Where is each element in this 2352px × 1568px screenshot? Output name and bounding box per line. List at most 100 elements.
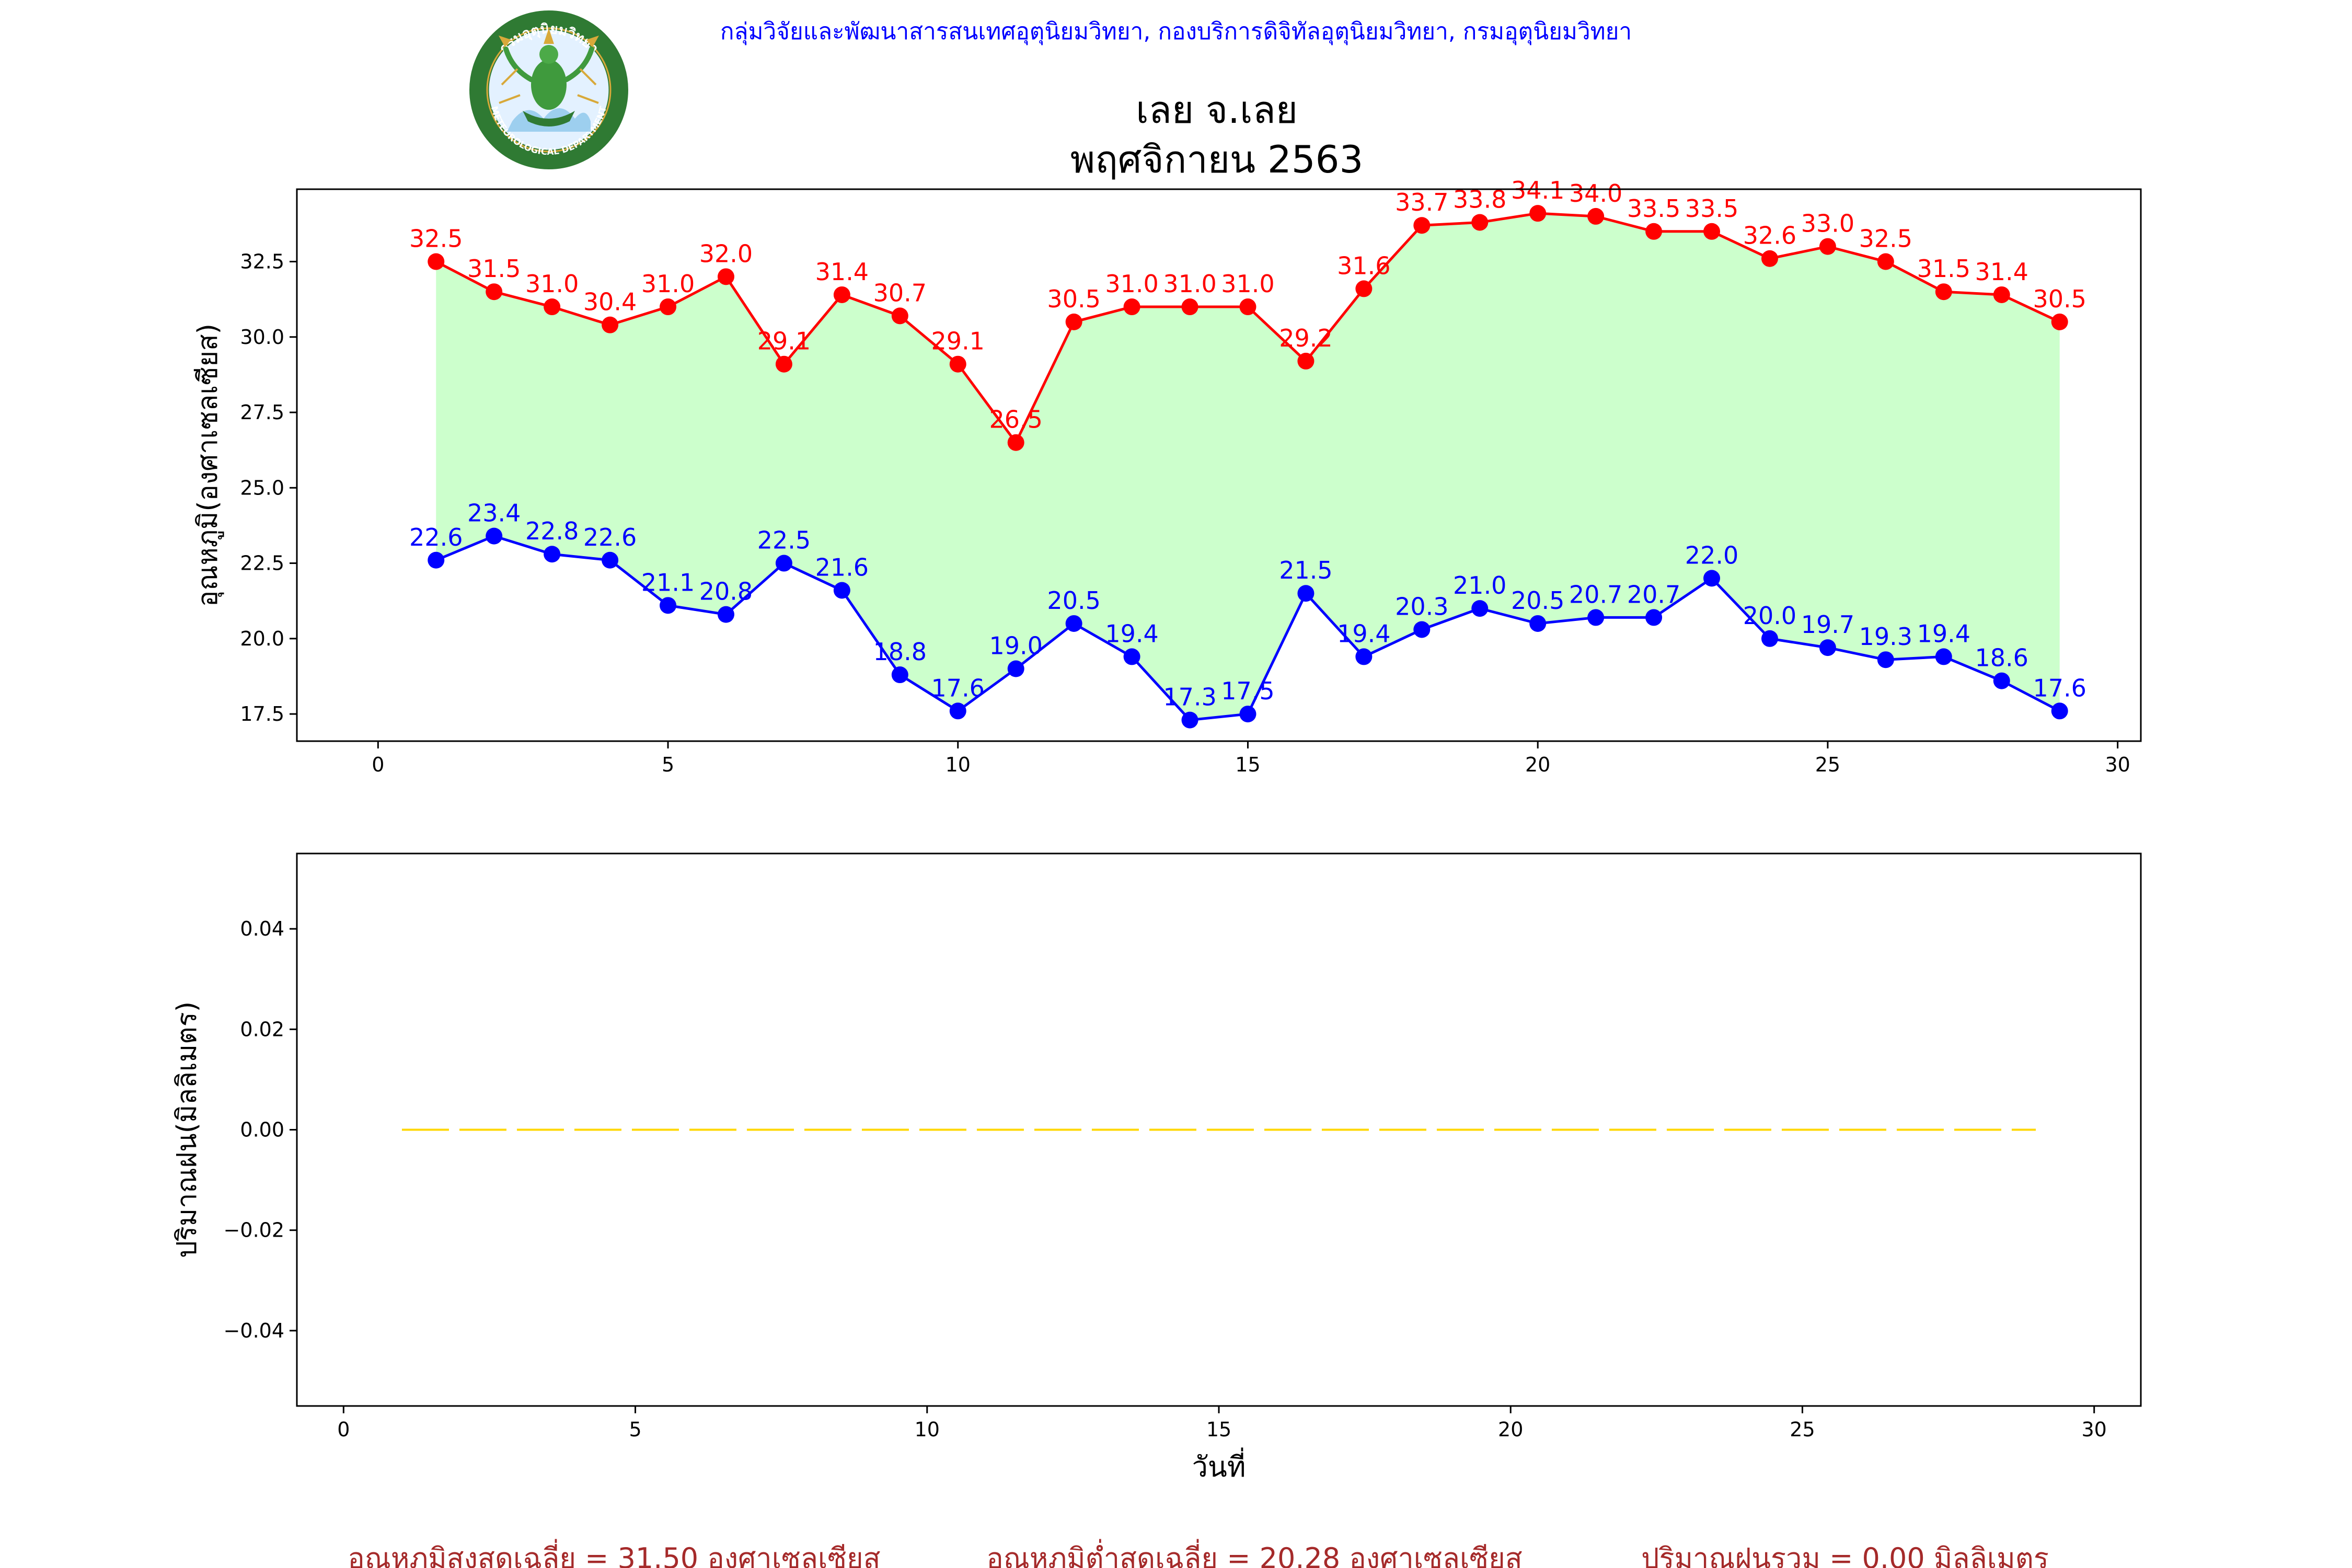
min-temperature-label-17: 19.4 <box>1337 619 1390 648</box>
x-tick-label-15: 15 <box>1206 1418 1231 1441</box>
max-temperature-label-27: 31.5 <box>1917 255 1970 283</box>
min-temperature-label-10: 17.6 <box>931 674 985 702</box>
max-temperature-label-6: 32.0 <box>699 239 753 268</box>
max-temperature-point-14 <box>1181 298 1198 316</box>
max-temperature-label-28: 31.4 <box>1975 258 2028 286</box>
max-temperature-point-6 <box>717 268 734 285</box>
max-temperature-point-26 <box>1877 253 1894 270</box>
x-tick-label-5: 5 <box>662 753 674 776</box>
max-temperature-point-13 <box>1123 298 1140 316</box>
max-temperature-point-25 <box>1819 238 1836 255</box>
max-temperature-point-2 <box>486 283 503 301</box>
min-temperature-label-27: 19.4 <box>1917 619 1970 648</box>
max-temperature-point-10 <box>949 355 966 373</box>
min-temperature-point-26 <box>1877 651 1894 668</box>
max-temperature-label-5: 31.0 <box>641 270 695 298</box>
x-tick-label-10: 10 <box>915 1418 940 1441</box>
max-temperature-point-8 <box>833 286 850 303</box>
max-temperature-label-24: 32.6 <box>1743 222 1796 250</box>
min-temperature-point-21 <box>1587 609 1605 626</box>
min-temperature-label-18: 20.3 <box>1395 592 1448 620</box>
max-temperature-label-10: 29.1 <box>931 327 985 355</box>
max-temperature-label-29: 30.5 <box>2033 285 2086 313</box>
y-tick-label-3: 25.0 <box>240 476 284 499</box>
max-temperature-point-24 <box>1761 250 1778 267</box>
x-tick-label-15: 15 <box>1235 753 1260 776</box>
min-temperature-point-11 <box>1007 660 1024 677</box>
station-title: เลย จ.เลย <box>1136 88 1298 132</box>
max-temperature-label-21: 34.0 <box>1569 179 1622 207</box>
min-temperature-point-10 <box>949 702 966 720</box>
min-temperature-label-23: 22.0 <box>1685 541 1738 569</box>
min-temperature-point-19 <box>1471 600 1489 617</box>
min-temperature-label-2: 23.4 <box>467 499 521 527</box>
max-temperature-label-7: 29.1 <box>757 327 811 355</box>
month-title: พฤศจิกายน 2563 <box>1070 137 1364 181</box>
min-temperature-point-23 <box>1703 570 1721 587</box>
min-temperature-point-28 <box>1993 672 2010 689</box>
max-temperature-point-27 <box>1935 283 1952 301</box>
min-temperature-label-9: 18.8 <box>873 638 927 666</box>
max-temperature-point-15 <box>1239 298 1256 316</box>
min-temperature-label-8: 21.6 <box>815 553 869 581</box>
max-temperature-label-2: 31.5 <box>467 255 521 283</box>
deity-figure-icon <box>499 28 599 132</box>
max-temperature-label-8: 31.4 <box>815 258 869 286</box>
min-temperature-point-12 <box>1065 615 1082 632</box>
min-temperature-point-1 <box>428 551 445 569</box>
min-temperature-label-13: 19.4 <box>1105 619 1158 648</box>
max-temperature-point-23 <box>1703 223 1721 240</box>
max-temperature-label-26: 32.5 <box>1859 224 1912 252</box>
min-temperature-label-24: 20.0 <box>1743 602 1796 630</box>
x-tick-label-25: 25 <box>1790 1418 1815 1441</box>
max-temperature-point-4 <box>602 316 619 333</box>
min-temperature-label-4: 22.6 <box>583 523 637 551</box>
min-temperature-point-3 <box>544 546 561 563</box>
max-temperature-label-23: 33.5 <box>1685 194 1738 223</box>
min-temperature-label-11: 19.0 <box>989 632 1042 660</box>
max-temperature-label-17: 31.6 <box>1337 251 1390 280</box>
max-temperature-point-1 <box>428 253 445 270</box>
organization-text: กลุ่มวิจัยและพัฒนาสารสนเทศอุตุนิยมวิทยา,… <box>720 18 1632 45</box>
min-temperature-point-8 <box>833 582 850 599</box>
y-axis-label: ปริมาณฝน(มิลลิเมตร) <box>171 1001 203 1258</box>
max-temperature-label-22: 33.5 <box>1627 194 1680 223</box>
temperature-chart: 32.531.531.030.431.032.029.131.430.729.1… <box>192 176 2142 776</box>
min-temperature-point-24 <box>1761 630 1778 647</box>
min-temperature-point-20 <box>1529 615 1547 632</box>
x-tick-label-5: 5 <box>629 1418 641 1441</box>
min-temperature-label-21: 20.7 <box>1569 580 1622 608</box>
max-temperature-label-20: 34.1 <box>1511 176 1564 204</box>
max-temperature-label-15: 31.0 <box>1221 270 1274 298</box>
average-min-temperature: อุณหภูมิต่ำสุดเฉลี่ย = 20.28 องศาเซลเซีย… <box>986 1539 1522 1568</box>
y-tick-label-0: −0.04 <box>224 1319 284 1342</box>
max-temperature-label-25: 33.0 <box>1801 210 1854 238</box>
y-tick-label-4: 27.5 <box>240 401 284 424</box>
max-temperature-point-3 <box>544 298 561 316</box>
max-temperature-point-28 <box>1993 286 2010 303</box>
min-temperature-label-7: 22.5 <box>757 526 811 555</box>
min-temperature-point-9 <box>891 666 908 684</box>
min-temperature-label-22: 20.7 <box>1627 580 1680 608</box>
x-tick-label-0: 0 <box>337 1418 350 1441</box>
y-tick-label-0: 17.5 <box>240 702 284 725</box>
fill-between-area <box>436 213 2060 720</box>
min-temperature-label-26: 19.3 <box>1859 622 1912 651</box>
max-temperature-point-20 <box>1529 205 1547 222</box>
x-tick-label-0: 0 <box>372 753 384 776</box>
min-temperature-label-12: 20.5 <box>1047 586 1100 615</box>
x-tick-label-30: 30 <box>2105 753 2130 776</box>
min-temperature-label-14: 17.3 <box>1163 683 1216 711</box>
max-temperature-point-12 <box>1065 313 1082 330</box>
x-tick-label-20: 20 <box>1498 1418 1523 1441</box>
min-temperature-point-29 <box>2051 702 2068 720</box>
min-temperature-label-19: 21.0 <box>1453 571 1506 599</box>
max-temperature-point-16 <box>1297 352 1315 370</box>
min-temperature-label-25: 19.7 <box>1801 610 1854 639</box>
max-temperature-point-9 <box>891 307 908 325</box>
min-temperature-point-6 <box>717 606 734 623</box>
max-temperature-point-11 <box>1007 434 1024 451</box>
y-tick-label-2: 0.00 <box>240 1119 284 1142</box>
y-tick-label-5: 30.0 <box>240 326 284 349</box>
x-tick-label-10: 10 <box>946 753 971 776</box>
